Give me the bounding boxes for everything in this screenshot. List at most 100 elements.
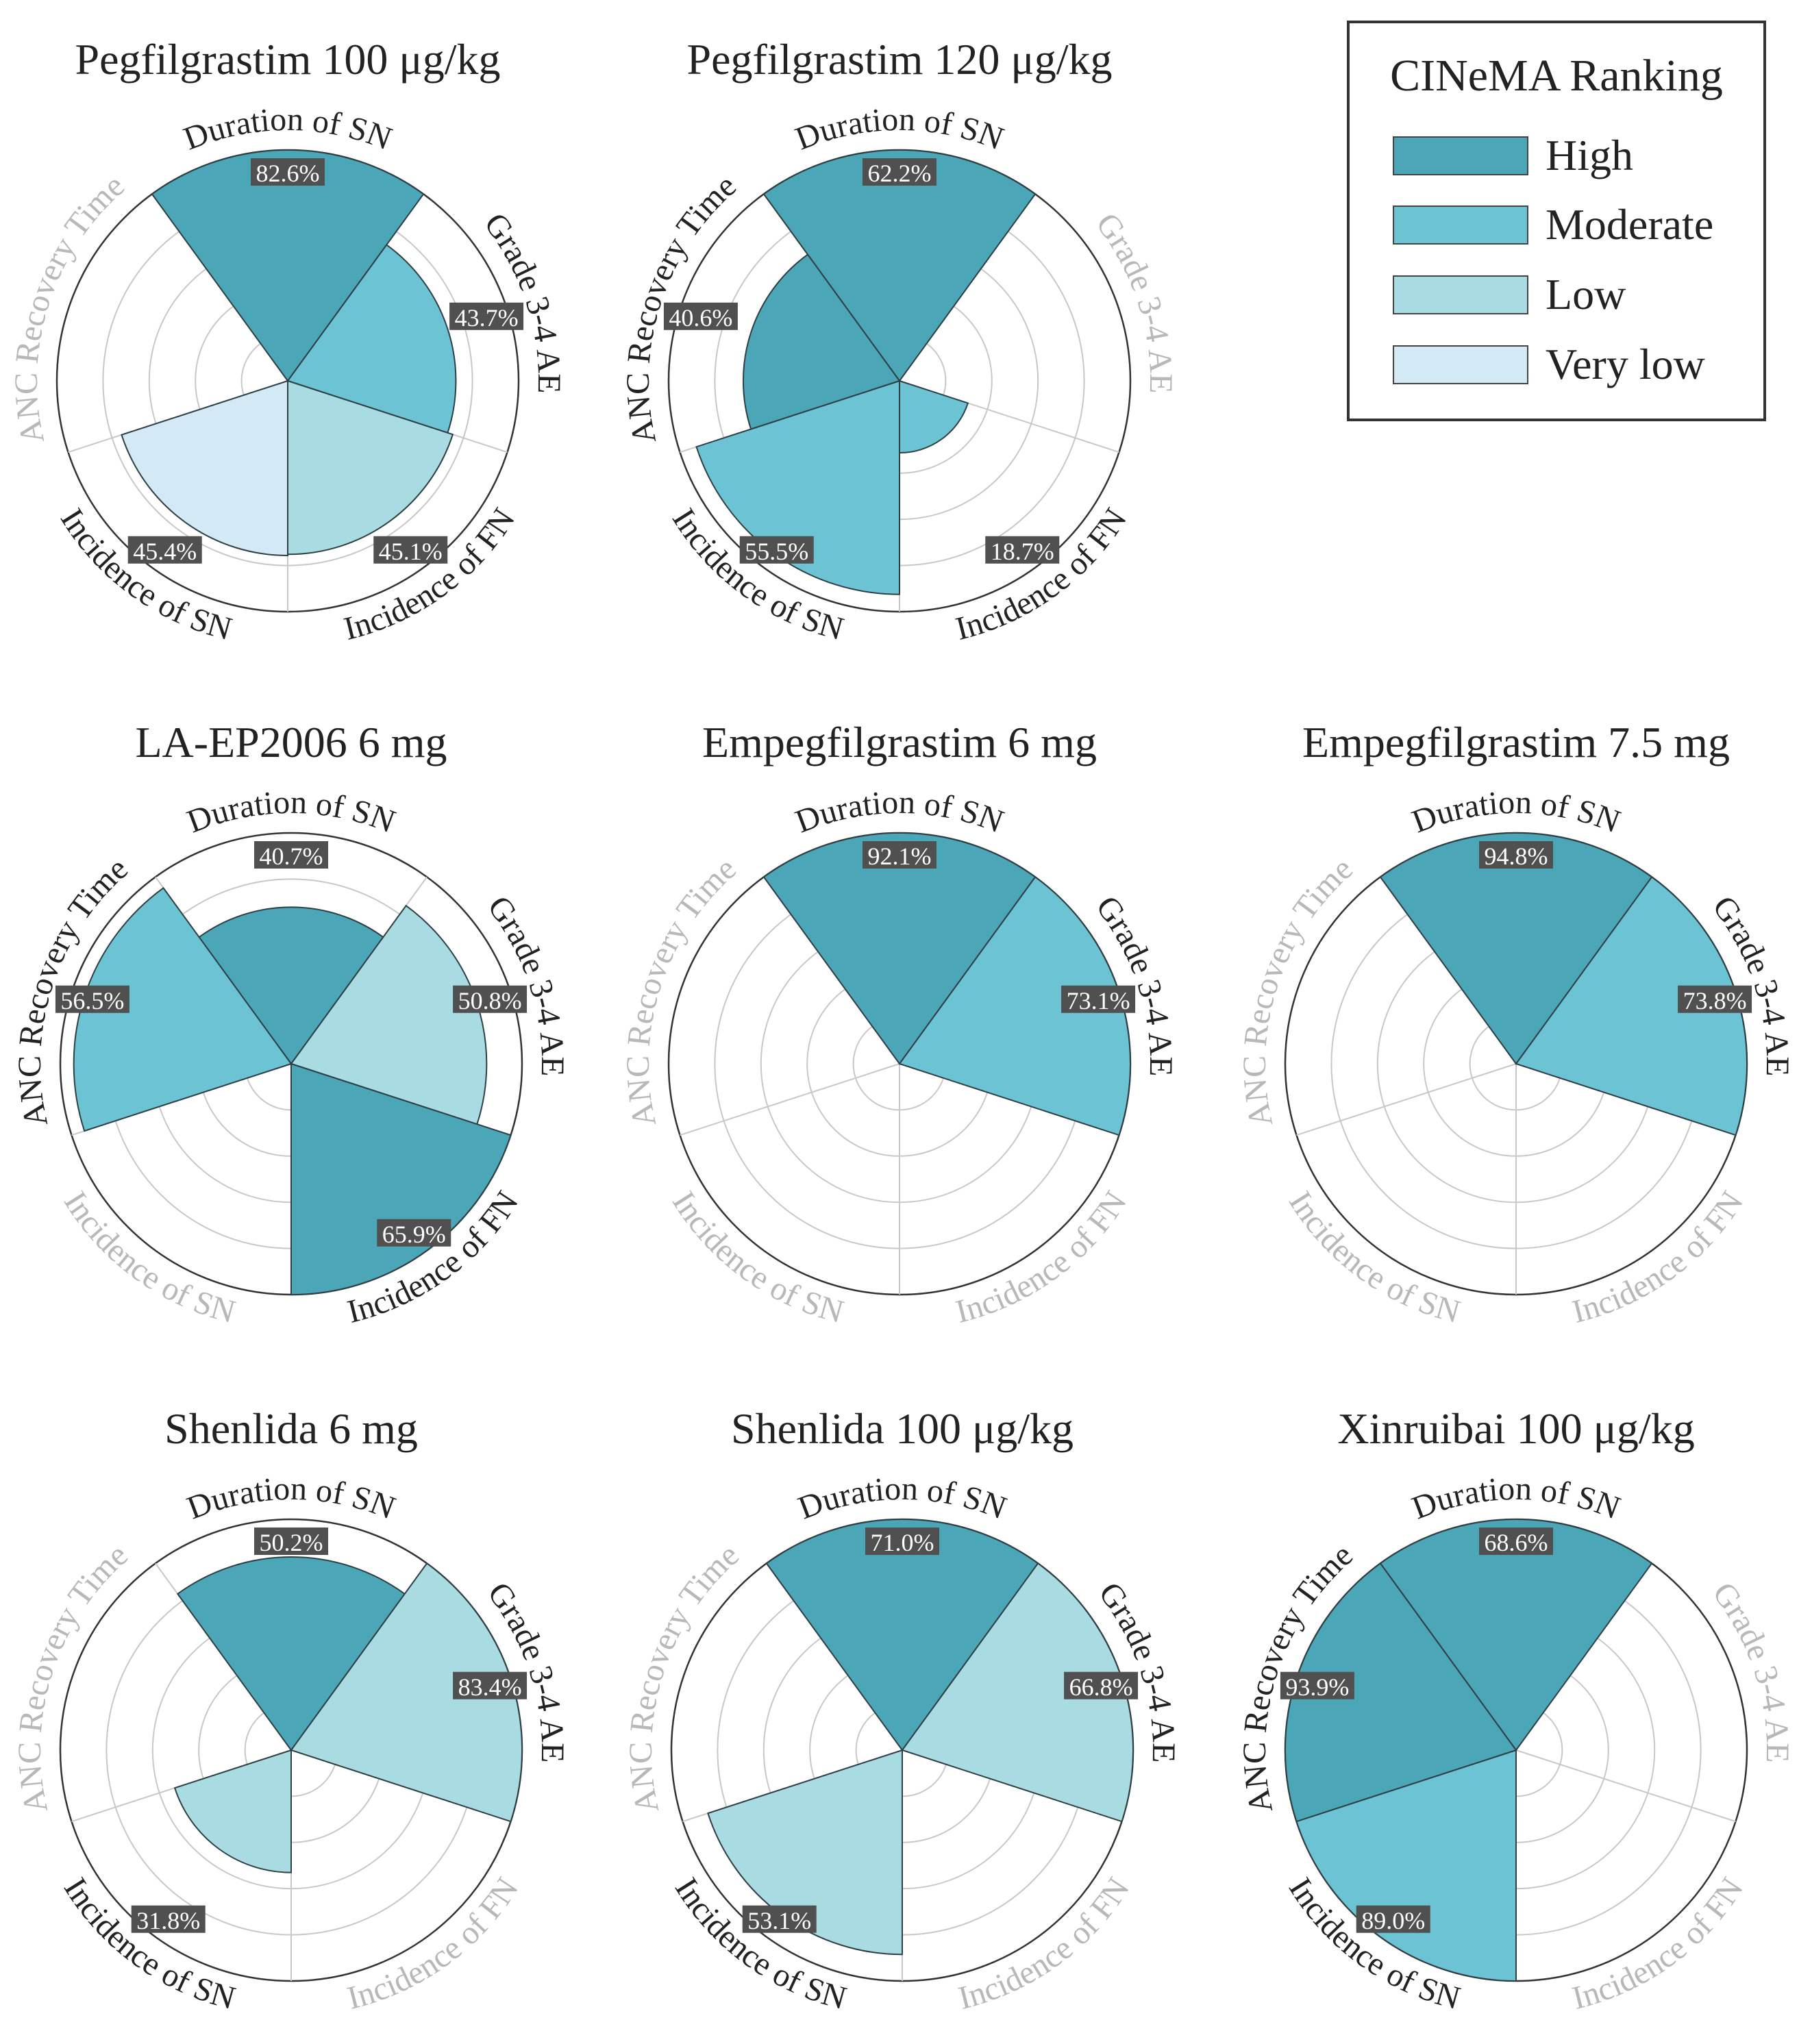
pct-label-bg: [1678, 985, 1752, 1013]
legend-label-very-low: Very low: [1546, 340, 1705, 388]
category-label: Duration of SN: [791, 784, 1008, 840]
pct-label: 18.7%: [991, 538, 1054, 565]
pct-label: 94.8%: [1485, 843, 1548, 870]
legend: CINeMA Ranking High Moderate Low Very lo…: [1347, 21, 1766, 421]
pct-label-bg: [1479, 841, 1553, 869]
category-label-text: Duration of SN: [182, 784, 400, 840]
bar-duration-of-sn: [765, 1519, 1039, 1752]
bar-duration-of-sn: [1379, 1519, 1653, 1752]
legend-swatch-very-low: [1393, 345, 1528, 384]
pct-label: 93.9%: [1285, 1673, 1349, 1701]
pct-label: 55.5%: [745, 538, 808, 565]
legend-label-moderate: Moderate: [1546, 200, 1713, 249]
polar-spoke: [1296, 1063, 1517, 1136]
pct-label: 50.8%: [458, 987, 522, 1014]
pct-label-bg: [453, 1671, 528, 1699]
legend-label-high: High: [1546, 131, 1633, 179]
pct-label-bg: [254, 841, 328, 869]
pct-label: 68.6%: [1485, 1529, 1548, 1556]
pct-label: 53.1%: [747, 1907, 811, 1934]
pct-label: 56.5%: [60, 987, 124, 1014]
pct-label-bg: [127, 536, 202, 564]
pct-label-bg: [863, 841, 936, 869]
pct-label-bg: [254, 1528, 328, 1555]
category-label-text: Duration of SN: [1407, 784, 1625, 840]
category-label: Duration of SN: [793, 1471, 1011, 1527]
bar-incidence-of-sn: [121, 379, 288, 557]
polar-spoke: [680, 1063, 900, 1136]
pct-label-bg: [55, 985, 129, 1013]
pct-label: 82.6%: [256, 160, 320, 187]
pct-label: 92.1%: [868, 843, 932, 870]
pct-label: 89.0%: [1361, 1907, 1425, 1934]
chart-title: Pegfilgrastim 120 μg/kg: [687, 35, 1113, 84]
category-label-text: Duration of SN: [791, 101, 1008, 158]
pct-label-bg: [1479, 1528, 1553, 1555]
pct-label: 45.4%: [133, 538, 197, 565]
bar-duration-of-sn: [176, 1556, 406, 1752]
legend-swatch-low: [1393, 275, 1528, 314]
category-label: Duration of SN: [182, 1471, 400, 1527]
category-label: Duration of SN: [179, 101, 397, 158]
pct-label-bg: [453, 985, 528, 1013]
pct-label: 65.9%: [382, 1221, 446, 1248]
category-label-text: Duration of SN: [793, 1471, 1011, 1527]
category-label: Duration of SN: [182, 784, 400, 840]
pct-label: 83.4%: [458, 1673, 522, 1701]
chart-title: Shenlida 100 μg/kg: [731, 1404, 1074, 1453]
category-label-text: Duration of SN: [182, 1471, 400, 1527]
category-label: Duration of SN: [1407, 784, 1625, 840]
polar-spoke: [1515, 1749, 1736, 1823]
pct-label-bg: [742, 1905, 817, 1933]
pct-label: 40.6%: [669, 304, 732, 332]
pct-label: 66.8%: [1069, 1673, 1133, 1701]
legend-title: CINeMA Ranking: [1390, 51, 1723, 101]
pct-label-bg: [663, 302, 738, 330]
pct-label: 62.2%: [868, 160, 932, 187]
pct-label: 45.1%: [379, 538, 443, 565]
pct-label: 71.0%: [871, 1529, 934, 1556]
bar-duration-of-sn: [1379, 832, 1653, 1065]
bar-duration-of-sn: [151, 149, 425, 382]
pct-label-bg: [1061, 985, 1136, 1013]
bar-duration-of-sn: [198, 906, 384, 1065]
chart-title: Pegfilgrastim 100 μg/kg: [75, 35, 501, 84]
category-label-text: Duration of SN: [1407, 1471, 1625, 1527]
pct-label: 31.8%: [136, 1907, 200, 1934]
legend-swatch-moderate: [1393, 205, 1528, 245]
bar-duration-of-sn: [762, 832, 1037, 1065]
bar-grade-3-4-ae: [286, 244, 457, 434]
chart-title: Empegfilgrastim 7.5 mg: [1302, 718, 1730, 766]
chart-title: LA-EP2006 6 mg: [135, 718, 447, 766]
category-label-text: Duration of SN: [791, 784, 1008, 840]
bar-incidence-of-fn: [290, 1062, 512, 1296]
bar-incidence-of-sn: [173, 1749, 292, 1873]
pct-label-bg: [131, 1905, 206, 1933]
pct-label: 50.2%: [260, 1529, 323, 1556]
bar-incidence-of-fn: [287, 379, 454, 556]
bar-anc-recovery-time: [742, 253, 901, 430]
bar-incidence-of-sn: [1295, 1749, 1517, 1982]
category-label: Duration of SN: [791, 101, 1008, 158]
category-label: Duration of SN: [1407, 1471, 1625, 1527]
chart-title: Empegfilgrastim 6 mg: [702, 718, 1097, 766]
pct-label-bg: [1356, 1905, 1430, 1933]
legend-label-low: Low: [1546, 270, 1626, 319]
pct-label-bg: [377, 1219, 451, 1247]
bar-incidence-of-fn: [899, 379, 969, 454]
pct-label: 43.7%: [455, 304, 519, 332]
category-label-text: Duration of SN: [179, 101, 397, 158]
pct-label-bg: [739, 536, 814, 564]
pct-label-bg: [1280, 1671, 1354, 1699]
pct-label-bg: [865, 1528, 939, 1555]
chart-title: Xinruibai 100 μg/kg: [1337, 1404, 1694, 1453]
